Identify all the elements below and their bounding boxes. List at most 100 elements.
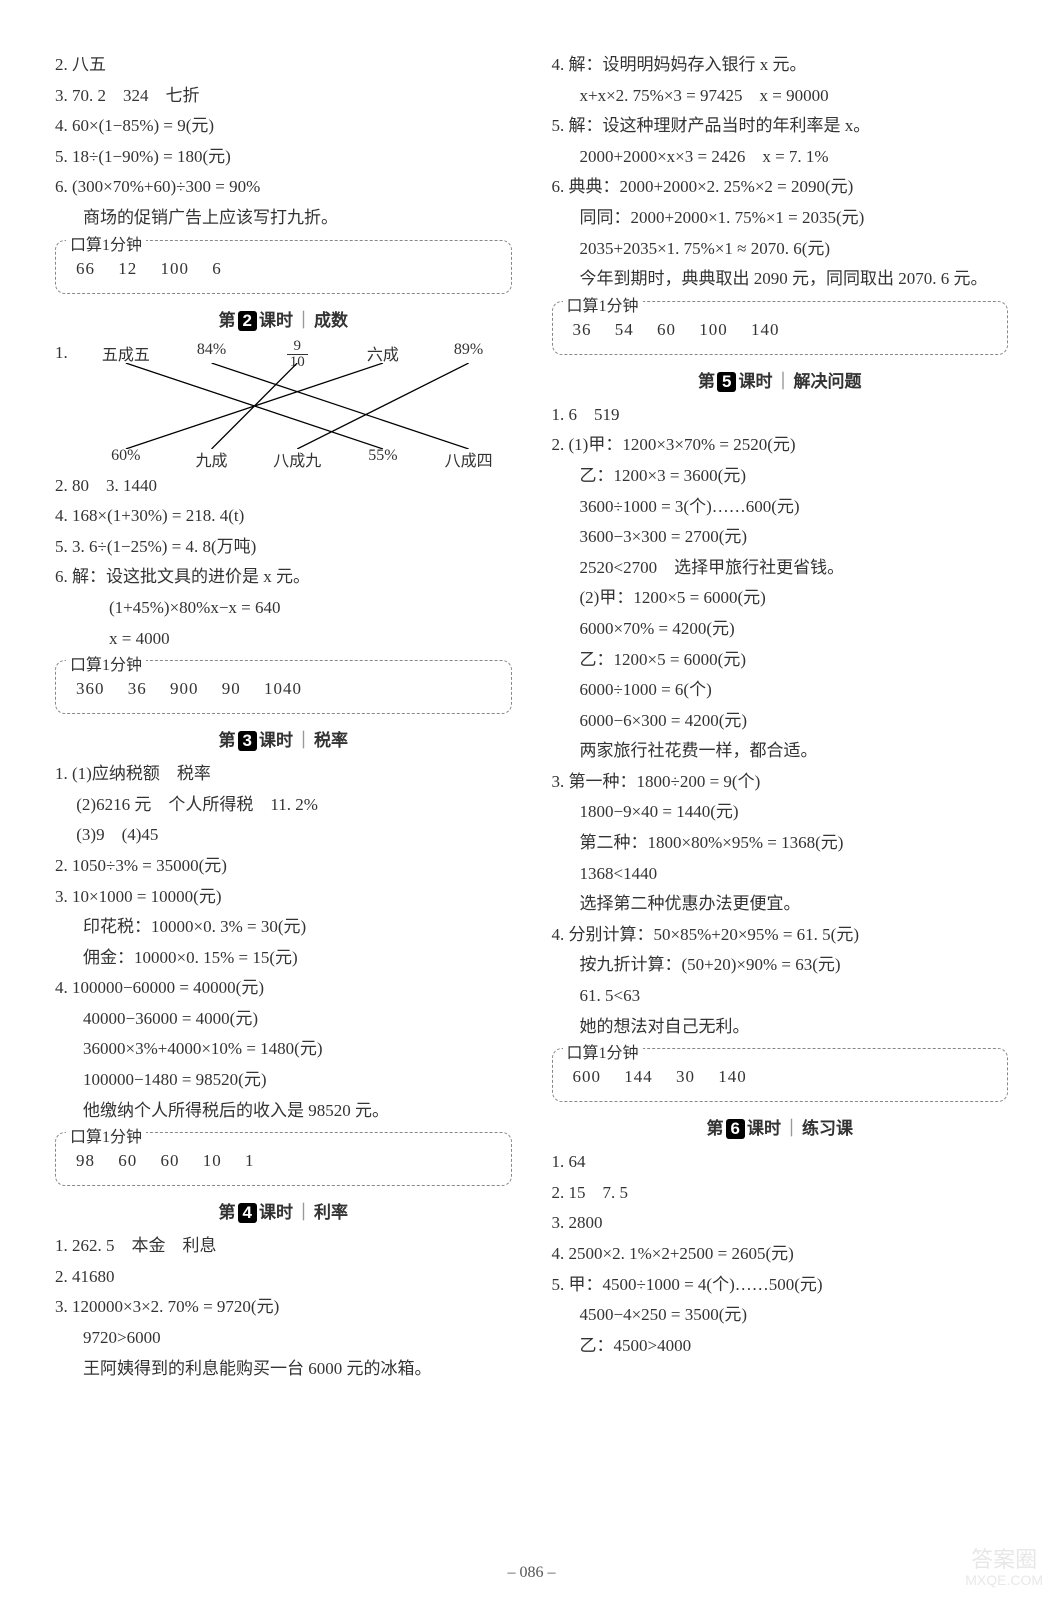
text-line: 3600÷1000 = 3(个)……600(元) <box>552 492 1009 523</box>
text-line: 3600−3×300 = 2700(元) <box>552 522 1009 553</box>
h-prefix: 第 <box>219 311 236 330</box>
text-line: 2. 八五 <box>55 50 512 81</box>
calc-box: 口算1分钟 66 12 100 6 <box>55 240 512 294</box>
matching-diagram: 五成五 84% 910 六成 89% 60% 九成 八成九 55% 八成四 <box>83 341 512 471</box>
val: 1 <box>245 1151 255 1171</box>
text-line: 6000÷1000 = 6(个) <box>552 675 1009 706</box>
watermark-l1: 答案圈 <box>965 1548 1043 1572</box>
h-mid: 课时 <box>259 731 293 750</box>
right-column: 4. 解：设明明妈妈存入银行 x 元。 x+x×2. 75%×3 = 97425… <box>552 50 1009 1384</box>
text-line: 6. 解：设这批文具的进价是 x 元。 <box>55 562 512 593</box>
text-line: 第二种：1800×80%×95% = 1368(元) <box>552 828 1009 859</box>
calc-title: 口算1分钟 <box>563 1039 643 1063</box>
val: 360 <box>76 679 105 699</box>
h-num: 6 <box>726 1119 745 1139</box>
h-bar: ｜ <box>774 372 791 391</box>
text-line: 按九折计算：(50+20)×90% = 63(元) <box>552 950 1009 981</box>
h-num: 5 <box>717 372 736 392</box>
text-line: 6. (300×70%+60)÷300 = 90% <box>55 172 512 203</box>
text-line: 2035+2035×1. 75%×1 ≈ 2070. 6(元) <box>552 234 1009 265</box>
match-lines <box>83 363 512 449</box>
text-line: 4500−4×250 = 3500(元) <box>552 1300 1009 1331</box>
h-title: 练习课 <box>802 1119 853 1138</box>
text-line: x = 4000 <box>55 624 512 655</box>
section-heading-5: 第5课时｜解决问题 <box>552 367 1009 392</box>
text-line: (3)9 (4)45 <box>55 820 512 851</box>
text-line: 2. 41680 <box>55 1262 512 1293</box>
text-line: (2)甲：1200×5 = 6000(元) <box>552 583 1009 614</box>
calc-values: 36 54 60 100 140 <box>563 320 998 340</box>
val: 54 <box>615 320 634 340</box>
text-line: (2)6216 元 个人所得税 11. 2% <box>55 790 512 821</box>
left-column: 2. 八五 3. 70. 2 324 七折 4. 60×(1−85%) = 9(… <box>55 50 512 1384</box>
calc-values: 360 36 900 90 1040 <box>66 679 501 699</box>
val: 12 <box>118 259 137 279</box>
val: 66 <box>76 259 95 279</box>
text-line: 2000+2000×x×3 = 2426 x = 7. 1% <box>552 142 1009 173</box>
text-line: 5. 18÷(1−90%) = 180(元) <box>55 142 512 173</box>
text-line: 1. 64 <box>552 1147 1009 1178</box>
text-line: (1+45%)×80%x−x = 640 <box>55 593 512 624</box>
text-line: 1368<1440 <box>552 859 1009 890</box>
h-title: 税率 <box>314 731 348 750</box>
text-line: 4. 60×(1−85%) = 9(元) <box>55 111 512 142</box>
match-bot: 55% <box>358 447 408 471</box>
text-line: x+x×2. 75%×3 = 97425 x = 90000 <box>552 81 1009 112</box>
section-heading-6: 第6课时｜练习课 <box>552 1114 1009 1139</box>
val: 600 <box>573 1067 602 1087</box>
text-line: 3. 第一种：1800÷200 = 9(个) <box>552 767 1009 798</box>
calc-values: 98 60 60 10 1 <box>66 1151 501 1171</box>
text-line: 5. 解：设这种理财产品当时的年利率是 x。 <box>552 111 1009 142</box>
section-heading-2: 第2课时｜成数 <box>55 306 512 331</box>
val: 30 <box>676 1067 695 1087</box>
text-line: 9720>6000 <box>55 1323 512 1354</box>
calc-title: 口算1分钟 <box>66 651 146 675</box>
text-line: 商场的促销广告上应该写打九折。 <box>55 203 512 234</box>
h-prefix: 第 <box>219 1203 236 1222</box>
val: 100 <box>699 320 728 340</box>
page-num-value: 086 <box>520 1564 544 1581</box>
section-heading-3: 第3课时｜税率 <box>55 726 512 751</box>
text-line: 6000×70% = 4200(元) <box>552 614 1009 645</box>
text-line: 3. 70. 2 324 七折 <box>55 81 512 112</box>
val: 6 <box>212 259 222 279</box>
val: 60 <box>118 1151 137 1171</box>
calc-values: 66 12 100 6 <box>66 259 501 279</box>
calc-box: 口算1分钟 600 144 30 140 <box>552 1048 1009 1102</box>
section-heading-4: 第4课时｜利率 <box>55 1198 512 1223</box>
text-line: 他缴纳个人所得税后的收入是 98520 元。 <box>55 1096 512 1127</box>
text-line: 乙：4500>4000 <box>552 1331 1009 1362</box>
h-prefix: 第 <box>698 372 715 391</box>
text-line: 印花税：10000×0. 3% = 30(元) <box>55 912 512 943</box>
val: 140 <box>718 1067 747 1087</box>
text-line: 她的想法对自己无利。 <box>552 1012 1009 1043</box>
match-bot: 八成九 <box>272 447 322 471</box>
match-bot: 60% <box>101 447 151 471</box>
text-line: 1. (1)应纳税额 税率 <box>55 759 512 790</box>
text-line: 王阿姨得到的利息能购买一台 6000 元的冰箱。 <box>55 1354 512 1385</box>
page-number: – 086 – <box>0 1564 1063 1582</box>
text-line: 40000−36000 = 4000(元) <box>55 1004 512 1035</box>
text-line: 3. 2800 <box>552 1208 1009 1239</box>
val: 140 <box>751 320 780 340</box>
text-line: 4. 解：设明明妈妈存入银行 x 元。 <box>552 50 1009 81</box>
text-line: 乙：1200×5 = 6000(元) <box>552 645 1009 676</box>
val: 60 <box>657 320 676 340</box>
val: 90 <box>222 679 241 699</box>
text-line: 6000−6×300 = 4200(元) <box>552 706 1009 737</box>
q-num: 1. <box>55 339 83 366</box>
text-line: 4. 168×(1+30%) = 218. 4(t) <box>55 501 512 532</box>
text-line: 乙：1200×3 = 3600(元) <box>552 461 1009 492</box>
watermark-l2: MXQE.COM <box>965 1573 1043 1588</box>
text-line: 4. 分别计算：50×85%+20×95% = 61. 5(元) <box>552 920 1009 951</box>
h-prefix: 第 <box>219 731 236 750</box>
calc-title: 口算1分钟 <box>563 292 643 316</box>
text-line: 2. 80 3. 1440 <box>55 471 512 502</box>
h-mid: 课时 <box>259 1203 293 1222</box>
calc-box: 口算1分钟 36 54 60 100 140 <box>552 301 1009 355</box>
text-line: 5. 甲：4500÷1000 = 4(个)……500(元) <box>552 1270 1009 1301</box>
text-line: 61. 5<63 <box>552 981 1009 1012</box>
text-line: 2. 1050÷3% = 35000(元) <box>55 851 512 882</box>
text-line: 4. 100000−60000 = 40000(元) <box>55 973 512 1004</box>
val: 98 <box>76 1151 95 1171</box>
